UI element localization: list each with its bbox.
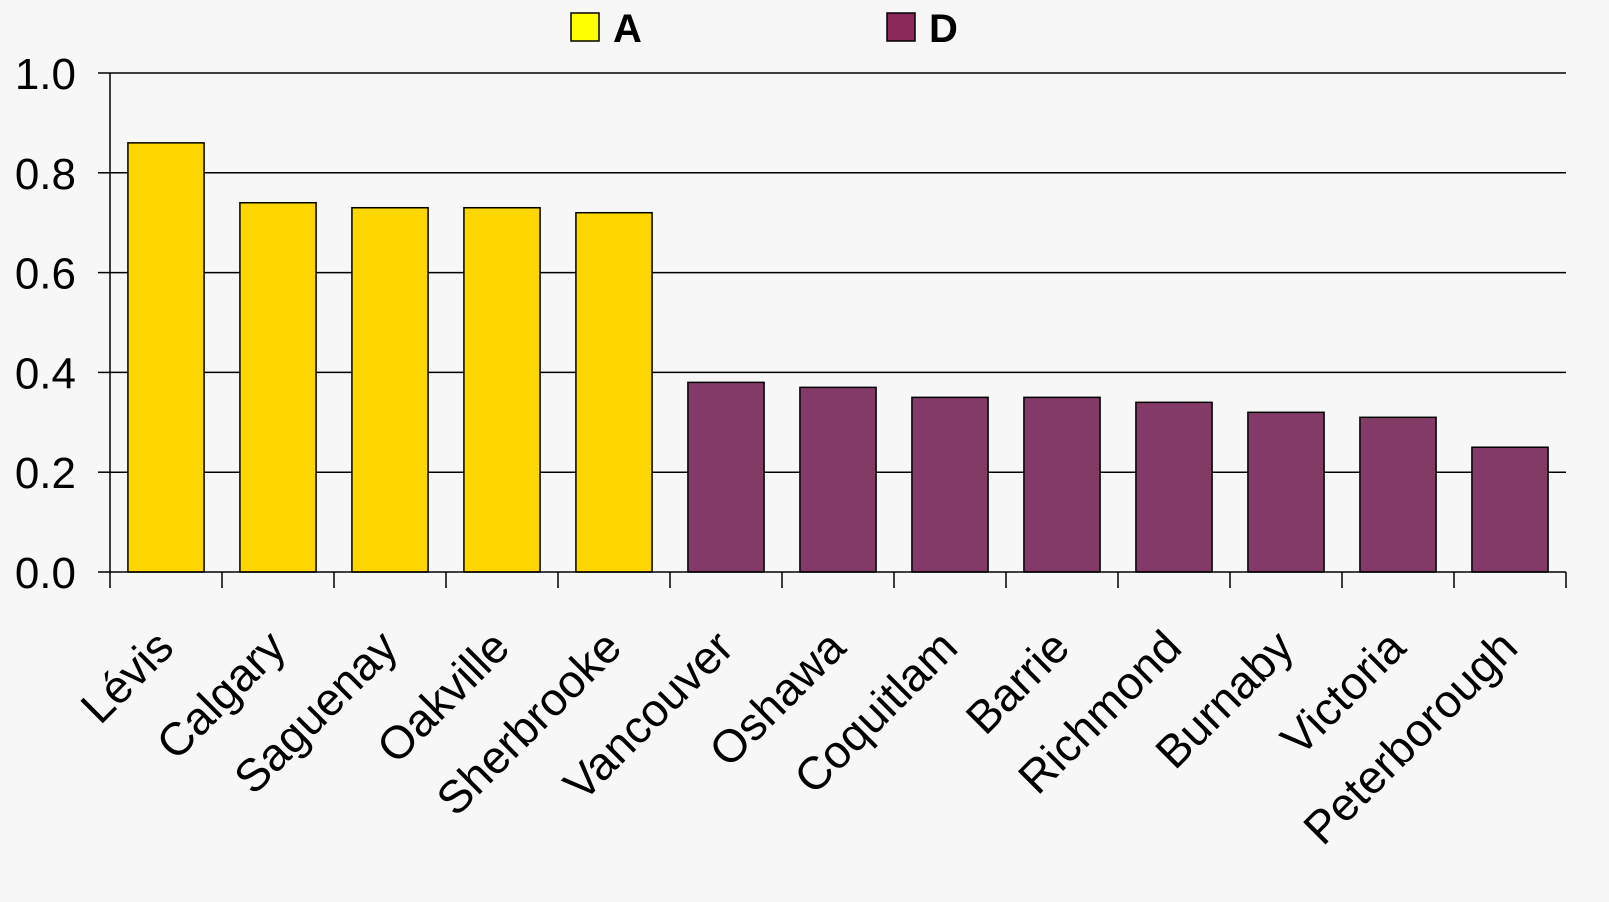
bar-D-10 xyxy=(1247,411,1325,573)
y-tick-label: 0.0 xyxy=(15,549,76,598)
bar-A-2 xyxy=(351,206,429,573)
legend-label-A: A xyxy=(613,7,642,51)
y-tick-label: 1.0 xyxy=(15,50,76,99)
legend-label-D: D xyxy=(929,7,958,51)
bar-A-0 xyxy=(127,142,205,573)
bar-D-5 xyxy=(687,381,765,573)
bar-A-4 xyxy=(575,211,653,573)
bar-D-9 xyxy=(1135,401,1213,573)
legend-swatch-D xyxy=(886,12,916,42)
bar-D-6 xyxy=(799,386,877,573)
y-tick-labels: 0.0 0.2 0.4 0.6 0.8 1.0 xyxy=(15,50,76,598)
bar-A-3 xyxy=(463,206,541,573)
axes xyxy=(98,72,1567,588)
y-tick-label: 0.4 xyxy=(15,349,76,398)
y-tick-label: 0.8 xyxy=(15,150,76,199)
category-labels: LévisCalgarySaguenayOakvilleSherbrookeVa… xyxy=(70,620,1527,854)
y-tick-label: 0.2 xyxy=(15,449,76,498)
bar-D-12 xyxy=(1471,446,1549,573)
bar-D-7 xyxy=(911,396,989,573)
bar-D-11 xyxy=(1359,416,1437,573)
legend-swatch-A xyxy=(570,12,600,42)
bars xyxy=(127,142,1549,573)
bar-D-8 xyxy=(1023,396,1101,573)
y-tick-label: 0.6 xyxy=(15,250,76,299)
bar-A-1 xyxy=(239,201,317,573)
